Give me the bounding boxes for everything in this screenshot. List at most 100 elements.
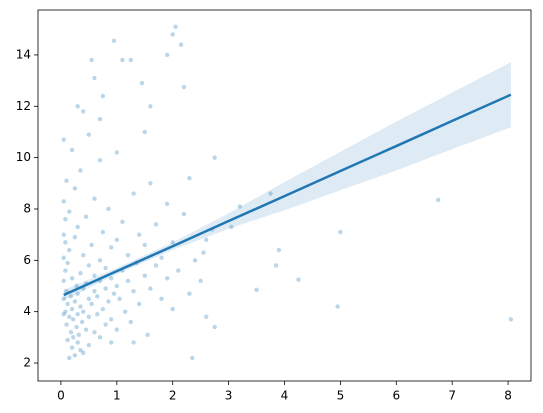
scatter-point: [109, 276, 114, 281]
scatter-point: [237, 204, 242, 209]
y-tick-label: 8: [23, 201, 31, 215]
x-tick-label: 8: [504, 389, 512, 403]
x-tick-label: 7: [448, 389, 456, 403]
scatter-point: [61, 199, 66, 204]
scatter-point: [181, 84, 187, 90]
scatter-point: [81, 252, 86, 258]
scatter-point: [75, 291, 80, 296]
scatter-point: [335, 304, 340, 309]
scatter-point: [109, 340, 114, 345]
scatter-point: [142, 129, 147, 135]
scatter-point: [63, 309, 68, 314]
scatter-point: [76, 332, 82, 337]
scatter-point: [212, 155, 217, 160]
scatter-point: [436, 197, 441, 203]
scatter-point: [173, 24, 178, 29]
scatter-point: [63, 268, 68, 273]
scatter-point: [103, 322, 108, 327]
scatter-point: [268, 191, 273, 196]
scatter-point: [100, 306, 106, 312]
scatter-point: [111, 291, 117, 296]
scatter-point: [117, 296, 122, 302]
scatter-point: [75, 312, 80, 317]
scatter-point: [338, 229, 343, 235]
scatter-point: [83, 214, 89, 219]
x-tick-label: 4: [281, 389, 289, 403]
scatter-point: [83, 327, 89, 332]
scatter-point: [86, 314, 92, 320]
scatter-point: [139, 80, 145, 86]
y-tick-label: 4: [23, 304, 31, 318]
scatter-point: [170, 240, 175, 245]
scatter-point: [164, 201, 170, 207]
x-tick-label: 5: [337, 389, 345, 403]
scatter-point: [273, 263, 279, 268]
scatter-point: [103, 265, 108, 271]
scatter-point: [71, 335, 76, 340]
scatter-point: [190, 355, 195, 361]
scatter-point: [131, 288, 136, 294]
scatter-point: [148, 104, 153, 109]
scatter-point: [78, 270, 83, 276]
scatter-point: [128, 57, 133, 63]
x-tick-label: 2: [169, 389, 177, 403]
scatter-point: [159, 255, 164, 260]
x-tick-label: 0: [57, 389, 65, 403]
scatter-point: [204, 237, 209, 242]
scatter-point: [97, 335, 103, 340]
scatter-point: [153, 222, 159, 227]
scatter-point: [153, 263, 159, 268]
scatter-point: [201, 250, 206, 255]
scatter-point: [148, 181, 153, 186]
scatter-point: [71, 317, 76, 322]
scatter-point: [75, 104, 80, 109]
scatter-point: [120, 219, 125, 225]
scatter-point: [178, 42, 184, 47]
scatter-point: [109, 245, 114, 250]
scatter-point: [65, 301, 70, 307]
scatter-point: [69, 147, 75, 153]
y-tick-label: 2: [23, 356, 31, 370]
scatter-point: [114, 283, 120, 289]
scatter-point: [229, 224, 234, 230]
y-tick-label: 12: [16, 99, 31, 113]
scatter-point: [75, 224, 80, 230]
scatter-point: [142, 242, 147, 248]
scatter-point: [187, 175, 192, 181]
scatter-point: [67, 314, 72, 320]
scatter-point: [97, 116, 103, 122]
scatter-point: [145, 332, 150, 337]
scatter-point: [79, 319, 85, 325]
scatter-point: [72, 235, 78, 240]
scatter-point: [69, 345, 75, 350]
scatter-point: [72, 186, 78, 191]
scatter-point: [86, 296, 92, 302]
scatter-point: [92, 196, 97, 201]
scatter-point: [111, 38, 117, 44]
scatter-point: [65, 260, 70, 266]
scatter-point: [170, 32, 175, 37]
scatter-point: [86, 263, 92, 268]
scatter-point: [78, 347, 83, 353]
scatter-point: [164, 276, 170, 281]
scatter-point: [131, 191, 136, 196]
scatter-point: [95, 294, 100, 299]
scatter-point: [128, 319, 133, 325]
scatter-point: [89, 242, 94, 248]
scatter-point: [92, 288, 97, 294]
scatter-point: [78, 168, 83, 173]
scatter-point: [106, 206, 111, 212]
x-tick-label: 6: [392, 389, 400, 403]
scatter-point: [61, 278, 66, 284]
scatter-point: [212, 324, 217, 330]
scatter-point: [74, 283, 79, 289]
scatter-point: [81, 109, 86, 114]
scatter-point: [68, 330, 74, 335]
y-tick-label: 14: [16, 47, 31, 61]
scatter-point: [125, 278, 131, 284]
scatter-point: [86, 132, 92, 137]
scatter-point: [63, 240, 68, 245]
scatter-point: [276, 247, 282, 253]
scatter-point: [114, 237, 120, 242]
